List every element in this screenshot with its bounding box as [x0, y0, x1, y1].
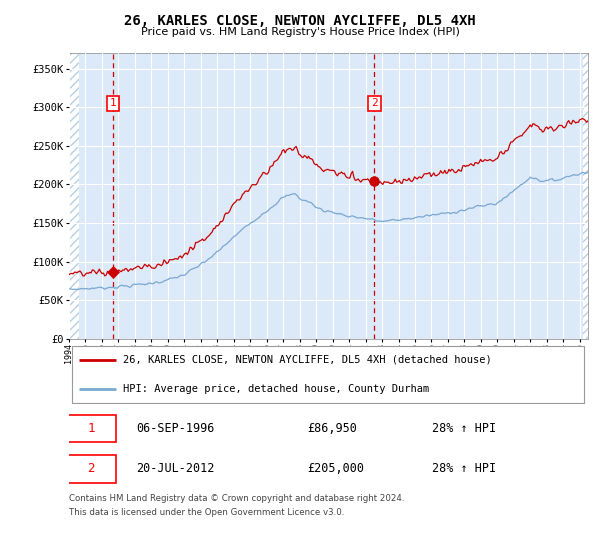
Text: 26, KARLES CLOSE, NEWTON AYCLIFFE, DL5 4XH: 26, KARLES CLOSE, NEWTON AYCLIFFE, DL5 4… [124, 14, 476, 28]
Text: £205,000: £205,000 [308, 462, 365, 475]
Text: £86,950: £86,950 [308, 422, 358, 435]
Bar [583, 53, 588, 339]
Text: 26, KARLES CLOSE, NEWTON AYCLIFFE, DL5 4XH (detached house): 26, KARLES CLOSE, NEWTON AYCLIFFE, DL5 4… [124, 354, 492, 365]
Text: 28% ↑ HPI: 28% ↑ HPI [432, 422, 496, 435]
Text: Contains HM Land Registry data © Crown copyright and database right 2024.: Contains HM Land Registry data © Crown c… [69, 494, 404, 503]
FancyBboxPatch shape [67, 455, 116, 483]
Bar [69, 53, 79, 339]
Text: 1: 1 [88, 422, 95, 435]
Text: 2: 2 [371, 99, 378, 109]
Text: 06-SEP-1996: 06-SEP-1996 [136, 422, 215, 435]
Text: 20-JUL-2012: 20-JUL-2012 [136, 462, 215, 475]
Text: 28% ↑ HPI: 28% ↑ HPI [432, 462, 496, 475]
Text: 2: 2 [88, 462, 95, 475]
Text: 1: 1 [110, 99, 116, 109]
Text: Price paid vs. HM Land Registry's House Price Index (HPI): Price paid vs. HM Land Registry's House … [140, 27, 460, 37]
Bar [583, 53, 588, 339]
FancyBboxPatch shape [71, 346, 584, 403]
Text: This data is licensed under the Open Government Licence v3.0.: This data is licensed under the Open Gov… [69, 508, 344, 517]
Text: HPI: Average price, detached house, County Durham: HPI: Average price, detached house, Coun… [124, 384, 430, 394]
Bar [69, 53, 79, 339]
FancyBboxPatch shape [67, 414, 116, 442]
